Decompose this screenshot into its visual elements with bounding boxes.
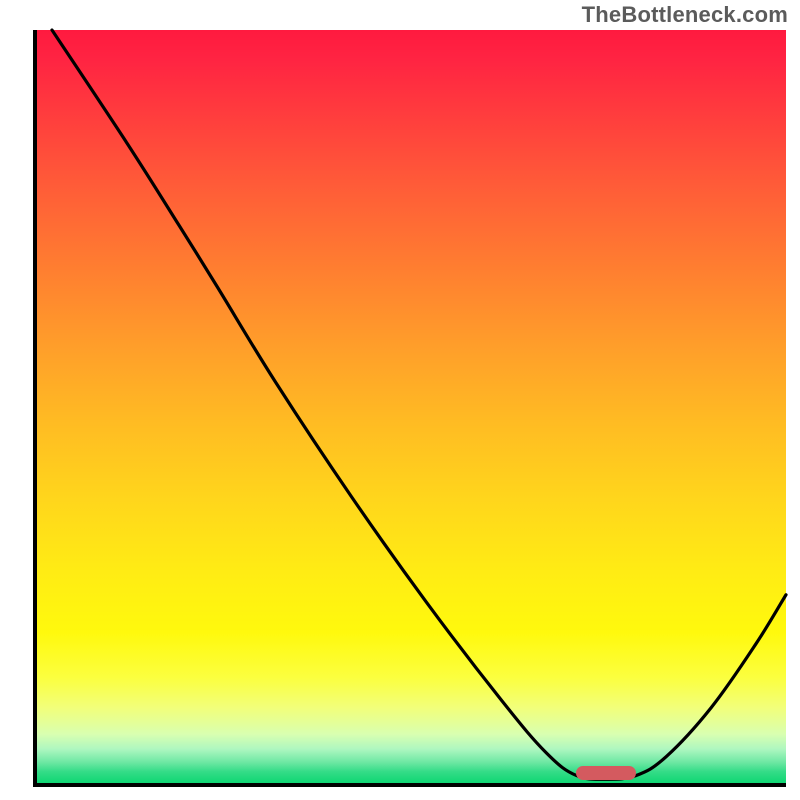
watermark-text: TheBottleneck.com	[582, 2, 788, 28]
chart-canvas: { "meta": { "watermark_text": "TheBottle…	[0, 0, 800, 800]
minimum-marker	[576, 766, 636, 780]
bottleneck-curve	[37, 30, 786, 783]
plot-area	[33, 30, 786, 787]
